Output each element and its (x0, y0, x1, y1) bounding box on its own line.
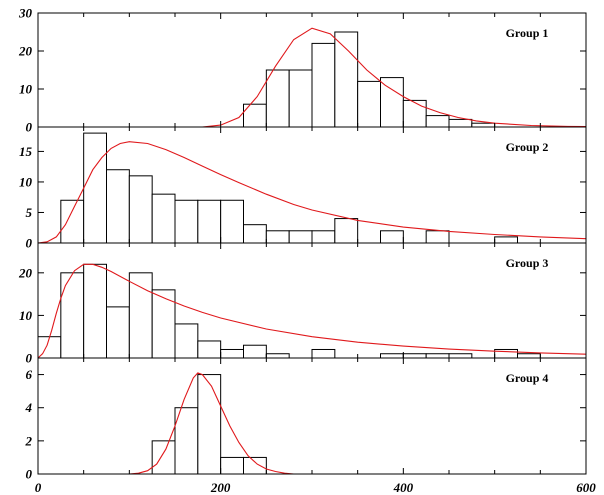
y-tick-label: 10 (19, 174, 33, 189)
histogram-bar (425, 115, 450, 128)
histogram-bar (151, 193, 176, 244)
histogram-bar (151, 289, 176, 359)
histogram-bar (60, 199, 85, 244)
x-tick-label: 600 (576, 480, 596, 495)
histogram-bar (311, 348, 336, 359)
y-tick-label: 2 (25, 433, 33, 448)
histogram-bar (174, 323, 199, 359)
histogram-bar (517, 353, 541, 359)
group-label: Group 1 (506, 26, 549, 40)
group-label: Group 2 (506, 140, 549, 154)
histogram-bar (174, 407, 199, 475)
histogram-bar (471, 122, 496, 128)
fit-curve (202, 27, 587, 128)
histogram-bar (197, 374, 222, 475)
histogram-bar (243, 224, 267, 244)
histogram-bar (243, 344, 267, 359)
x-tick-label: 400 (393, 480, 414, 495)
histogram-bar (220, 199, 245, 244)
histogram-bar (425, 353, 450, 359)
histogram-bar (425, 230, 450, 244)
y-tick-label: 0 (26, 236, 33, 251)
y-tick-label: 10 (19, 82, 33, 97)
histogram-bar (151, 440, 176, 475)
histogram-bar (106, 306, 130, 359)
histogram-bar (334, 31, 359, 128)
histogram-bar (380, 230, 404, 244)
y-tick-label: 6 (26, 367, 33, 382)
histogram-bar (402, 99, 427, 128)
y-tick-label: 30 (18, 6, 33, 21)
histogram-bar (357, 80, 381, 128)
histogram-bar (402, 353, 427, 359)
histogram-bar (174, 199, 199, 244)
histogram-bar (265, 69, 290, 128)
histogram-bar (197, 199, 222, 244)
histogram-bar (311, 230, 336, 244)
histogram-bar (197, 340, 222, 359)
fit-curve (129, 372, 294, 475)
histogram-bar (494, 236, 518, 244)
group-label: Group 3 (506, 256, 549, 270)
histogram-bar (311, 42, 336, 128)
histogram-bar (494, 348, 518, 359)
histogram-bar (334, 218, 359, 244)
histogram-bar (288, 69, 313, 128)
y-tick-label: 10 (19, 308, 33, 323)
histogram-bar (265, 230, 290, 244)
fit-curve (37, 263, 587, 359)
y-tick-label: 0 (26, 351, 33, 366)
y-tick-label: 20 (18, 265, 33, 280)
y-tick-label: 0 (26, 467, 33, 482)
y-tick-label: 0 (26, 120, 33, 135)
fit-curve (37, 141, 587, 244)
histogram-bar (60, 272, 85, 359)
x-tick-label: 0 (35, 480, 42, 495)
histogram-bar (380, 77, 404, 128)
histogram-bar (128, 175, 153, 244)
histogram-bar (106, 169, 130, 244)
histogram-bar (448, 118, 473, 128)
y-tick-label: 15 (19, 144, 33, 159)
histogram-bar (83, 263, 107, 359)
histogram-bar (220, 456, 245, 475)
panel-frame (37, 357, 587, 475)
histogram-bar (83, 132, 107, 244)
y-tick-label: 4 (25, 400, 33, 415)
y-tick-label: 20 (18, 44, 33, 59)
y-tick-label: 5 (26, 205, 33, 220)
histogram-bar (448, 353, 473, 359)
x-tick-label: 200 (210, 480, 231, 495)
histogram-bar (243, 456, 267, 475)
histogram-bar (288, 230, 313, 244)
histogram-bar (380, 353, 404, 359)
group-label: Group 4 (506, 371, 549, 385)
histogram-bar (220, 348, 245, 359)
histogram-bar (265, 353, 290, 359)
histogram-bar (128, 272, 153, 359)
